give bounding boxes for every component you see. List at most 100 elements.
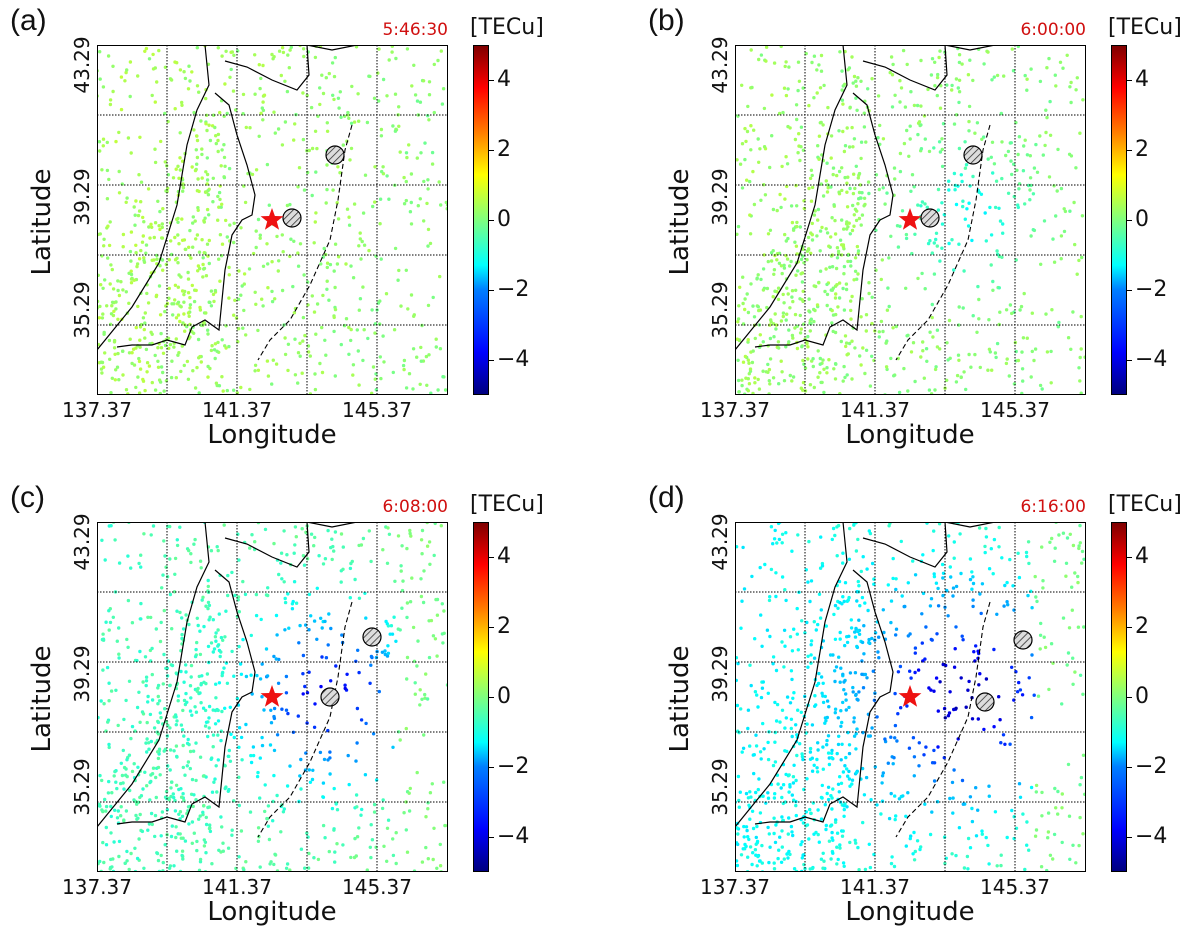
tec-point (748, 213, 752, 217)
tec-point (808, 807, 812, 812)
tec-point (211, 200, 215, 204)
tec-point (896, 670, 901, 674)
tec-point (762, 183, 766, 187)
tec-point (773, 312, 777, 316)
tec-point (232, 388, 236, 392)
tec-point (168, 768, 172, 772)
tec-point (922, 376, 926, 380)
tec-point (1036, 694, 1041, 698)
tec-point (756, 305, 760, 309)
tec-point (809, 579, 814, 583)
tec-point (1044, 130, 1048, 135)
tec-point (327, 71, 331, 76)
tec-point (936, 709, 940, 713)
tec-point (169, 239, 173, 243)
tec-point (841, 595, 845, 599)
tec-point (763, 562, 767, 567)
tec-point (195, 46, 199, 50)
tec-point (360, 239, 364, 244)
tec-point (259, 76, 263, 81)
tec-point (180, 853, 184, 858)
tec-point (315, 586, 319, 590)
tec-point (824, 719, 828, 723)
tec-point (204, 170, 208, 174)
tec-point (227, 296, 231, 300)
tec-point (823, 694, 827, 699)
tec-point (258, 796, 262, 800)
tec-point (973, 131, 977, 135)
tec-point (993, 810, 998, 814)
tec-point (935, 75, 940, 80)
tec-point (846, 730, 850, 735)
tec-point (856, 249, 861, 253)
tec-point (412, 314, 416, 318)
tec-point (271, 57, 275, 61)
tec-point (1010, 311, 1014, 316)
tec-point (1021, 812, 1025, 816)
tec-point (391, 853, 396, 858)
tec-point (198, 559, 203, 563)
colorbar (1111, 45, 1127, 395)
tec-point (312, 725, 317, 729)
tec-point (182, 680, 186, 684)
tec-point (137, 359, 142, 364)
tec-point (408, 528, 412, 533)
tec-point (182, 312, 186, 316)
tec-point (784, 60, 788, 64)
tec-point (895, 224, 900, 228)
tec-point (407, 791, 411, 795)
tec-point (257, 134, 261, 138)
tec-point (360, 807, 364, 812)
tec-point (188, 295, 192, 300)
tec-point (352, 202, 357, 206)
tec-point (844, 692, 848, 696)
tec-point (418, 688, 422, 692)
tec-point (840, 166, 844, 170)
tec-point (987, 347, 992, 351)
tec-point (775, 702, 780, 707)
tec-point (196, 206, 200, 210)
tec-point (773, 700, 777, 705)
tec-point (952, 556, 956, 560)
tec-point (364, 721, 368, 726)
colorbar-tick-label: −4 (497, 824, 530, 849)
tec-point (849, 299, 853, 303)
tec-point (1028, 198, 1032, 202)
tec-point (253, 53, 257, 57)
tec-point (956, 86, 960, 90)
tec-point (974, 834, 979, 838)
colorbar-tick (489, 220, 494, 221)
tec-point (190, 777, 195, 782)
tec-point (778, 192, 782, 197)
time-label: 6:00:00 (1020, 20, 1086, 40)
tec-point (438, 864, 443, 868)
tec-point (993, 205, 998, 210)
tec-point (945, 341, 949, 345)
tec-point (789, 669, 794, 673)
tec-point (1011, 69, 1016, 73)
tec-point (176, 285, 180, 289)
tec-point (283, 79, 287, 83)
tec-point (994, 179, 999, 183)
tec-point (887, 256, 891, 260)
tec-point (136, 74, 140, 78)
tec-point (288, 254, 292, 259)
tec-point (789, 259, 793, 264)
tec-point (952, 268, 956, 272)
tec-point (193, 705, 197, 709)
tec-point (885, 308, 890, 312)
tec-point (311, 768, 315, 772)
tec-point (270, 382, 274, 386)
tec-point (831, 851, 835, 855)
tec-point (1000, 255, 1004, 259)
tec-point (847, 341, 852, 346)
tec-point (439, 524, 443, 528)
tec-point (780, 708, 785, 712)
tec-point (208, 823, 212, 827)
tec-point (254, 229, 258, 233)
tec-point (1074, 88, 1078, 92)
tec-point (223, 82, 227, 86)
tec-point (746, 835, 750, 839)
tec-point (216, 46, 220, 50)
tec-point (819, 675, 824, 679)
